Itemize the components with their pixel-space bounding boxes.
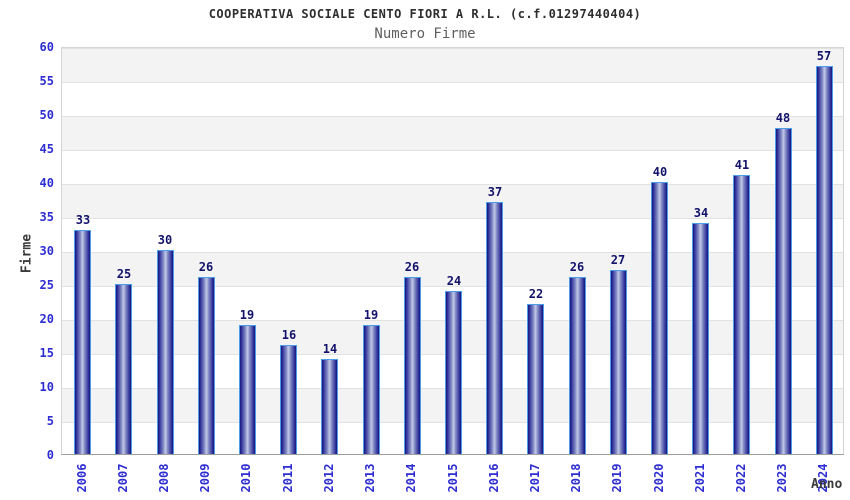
x-tick-label: 2013	[363, 463, 377, 493]
bar-2023	[775, 128, 792, 454]
gridline	[62, 252, 843, 253]
bar-value-label: 48	[775, 111, 791, 125]
bar-value-label: 26	[404, 260, 420, 274]
bar-2009	[198, 277, 215, 454]
bar-2017	[527, 304, 544, 454]
bar-value-label: 16	[281, 328, 297, 342]
bar-value-label: 40	[652, 165, 668, 179]
y-axis-title: Firme	[19, 233, 35, 274]
bar-2019	[610, 270, 627, 454]
y-tick-label: 15	[39, 346, 54, 360]
bar-2014	[404, 277, 421, 454]
chart-subtitle: Numero Firme	[374, 26, 476, 42]
x-tick-label: 2011	[281, 463, 295, 493]
y-tick-label: 35	[39, 210, 54, 224]
y-tick-label: 10	[39, 380, 54, 394]
x-tick-label: 2012	[322, 463, 336, 493]
bar-value-label: 25	[116, 267, 132, 281]
y-tick-label: 20	[39, 312, 54, 326]
x-axis-title: Anno	[811, 477, 843, 492]
x-tick-label: 2023	[775, 463, 789, 493]
bar-2020	[651, 182, 668, 454]
gridline	[62, 218, 843, 219]
gridline	[62, 286, 843, 287]
bar-value-label: 30	[157, 233, 173, 247]
x-tick-label: 2016	[487, 463, 501, 493]
bar-2018	[569, 277, 586, 454]
bar-2022	[733, 175, 750, 454]
chart-title: COOPERATIVA SOCIALE CENTO FIORI A R.L. (…	[208, 7, 642, 21]
bar-value-label: 34	[693, 206, 709, 220]
x-tick-label: 2019	[610, 463, 624, 493]
y-tick-label: 45	[39, 142, 54, 156]
plot-area: 33 25 30 26 19 16 14 19 26 24 37 22 26 27 40 34 41 48 57	[61, 47, 844, 455]
bar-value-label: 19	[239, 308, 255, 322]
y-tick-label: 25	[39, 278, 54, 292]
bar-value-label: 57	[816, 49, 832, 63]
bar-value-label: 19	[363, 308, 379, 322]
gridline	[62, 150, 843, 151]
y-tick-label: 55	[39, 74, 54, 88]
y-tick-label: 5	[46, 414, 54, 428]
bar-value-label: 37	[487, 185, 503, 199]
bar-2021	[692, 223, 709, 454]
x-tick-label: 2022	[734, 463, 748, 493]
bar-2024	[816, 66, 833, 454]
y-tick-label: 40	[39, 176, 54, 190]
bar-value-label: 26	[569, 260, 585, 274]
bar-value-label: 14	[322, 342, 338, 356]
bar-2012	[321, 359, 338, 454]
bar-2015	[445, 291, 462, 454]
gridline	[62, 116, 843, 117]
x-tick-label: 2009	[198, 463, 212, 493]
bar-2007	[115, 284, 132, 454]
gridline	[62, 48, 843, 49]
x-tick-label: 2018	[569, 463, 583, 493]
bar-value-label: 33	[75, 213, 91, 227]
bar-2013	[363, 325, 380, 454]
bar-2006	[74, 230, 91, 454]
bar-value-label: 41	[734, 158, 750, 172]
bar-2010	[239, 325, 256, 454]
bar-2011	[280, 345, 297, 454]
plot-band	[62, 48, 843, 82]
x-tick-label: 2020	[652, 463, 666, 493]
bar-2016	[486, 202, 503, 454]
x-tick-label: 2014	[404, 463, 418, 493]
bar-value-label: 22	[528, 287, 544, 301]
x-tick-label: 2015	[446, 463, 460, 493]
x-tick-label: 2007	[116, 463, 130, 493]
bar-2008	[157, 250, 174, 454]
y-tick-label: 0	[46, 448, 54, 462]
gridline	[62, 184, 843, 185]
x-tick-label: 2006	[75, 463, 89, 493]
y-tick-label: 60	[39, 40, 54, 54]
x-tick-label: 2017	[528, 463, 542, 493]
x-tick-label: 2010	[239, 463, 253, 493]
plot-band	[62, 252, 843, 286]
bar-value-label: 24	[446, 274, 462, 288]
x-tick-label: 2021	[693, 463, 707, 493]
y-tick-label: 50	[39, 108, 54, 122]
gridline	[62, 82, 843, 83]
x-tick-label: 2008	[157, 463, 171, 493]
bar-value-label: 26	[198, 260, 214, 274]
plot-band	[62, 184, 843, 218]
y-tick-label: 30	[39, 244, 54, 258]
plot-band	[62, 116, 843, 150]
bar-value-label: 27	[610, 253, 626, 267]
